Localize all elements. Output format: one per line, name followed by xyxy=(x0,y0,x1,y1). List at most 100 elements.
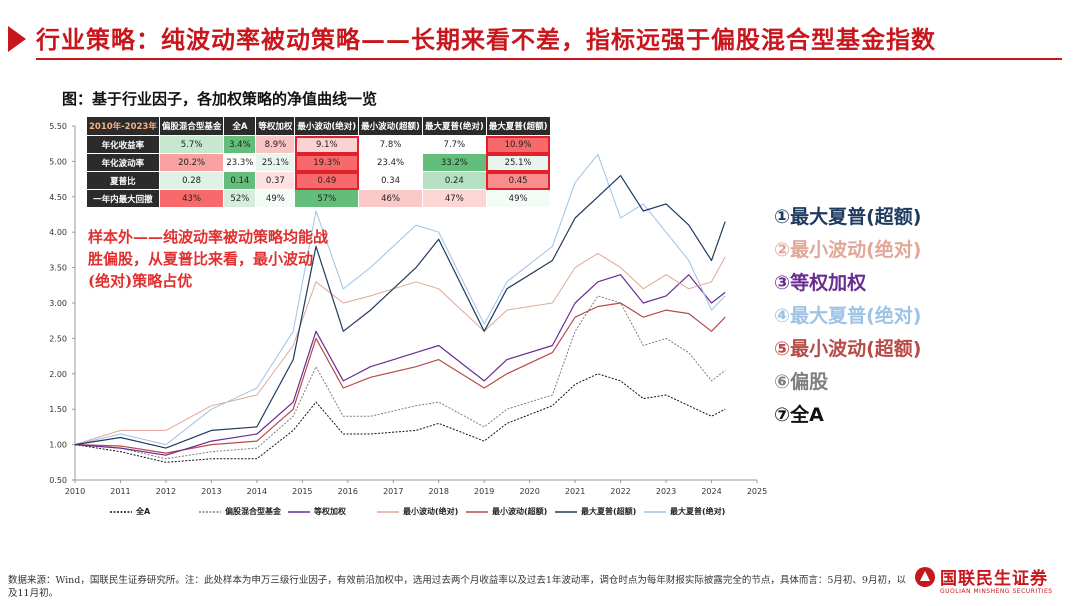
table-row: 夏普比 0.28 0.14 0.37 0.49 0.34 0.24 0.45 xyxy=(86,171,551,190)
nav-chart: 0.50 1.00 1.50 2.00 2.50 3.00 3.50 4.00 4.50 5.00… xyxy=(49,122,767,496)
bottom-legend-label: 最大夏普(绝对) xyxy=(670,507,726,516)
table-cell: 57% xyxy=(294,189,360,208)
x-tick-label: 2015 xyxy=(292,487,312,496)
right-legend: ①最大夏普(超额) ②最小波动(绝对) ③等权加权 ④最大夏普(绝对) ⑤最小波动(超额… xyxy=(774,202,921,433)
table-row: 年化收益率 5.7% 3.4% 8.9% 9.1% 7.8% 7.7% 10.9% xyxy=(86,135,551,154)
legend-swatch-icon xyxy=(555,510,577,513)
y-tick-label: 4.50 xyxy=(49,193,67,202)
page-header: 行业策略：纯波动率被动策略——长期来看不差，指标远强于偏股混合型基金指数 xyxy=(0,0,1080,70)
x-tick-label: 2010 xyxy=(65,487,85,496)
legend-swatch-icon xyxy=(377,510,399,513)
legend-swatch-icon xyxy=(288,510,310,513)
x-tick-label: 2021 xyxy=(565,487,585,496)
legend-swatch-icon xyxy=(199,510,221,513)
series-line-1 xyxy=(74,174,726,449)
y-tick-label: 3.50 xyxy=(49,264,67,273)
table-row: 年化波动率 20.2% 23.3% 25.1% 19.3% 23.4% 33.2% 25.1% xyxy=(86,153,551,172)
bottom-legend-item: 偏股混合型基金 xyxy=(199,506,281,517)
table-cell: 25.1% xyxy=(255,153,296,172)
table-cell: 23.4% xyxy=(358,153,423,172)
series-line-2 xyxy=(74,153,726,446)
table-cell: 19.3% xyxy=(294,153,360,172)
table-cell: 46% xyxy=(358,189,423,208)
x-tick-label: 2020 xyxy=(519,487,539,496)
bottom-legend-label: 全A xyxy=(136,507,151,516)
table-cell: 3.4% xyxy=(223,135,257,154)
table-cell: 0.24 xyxy=(421,171,487,190)
bottom-legend-item: 最小波动(绝对) xyxy=(377,506,458,517)
bottom-legend-item: 等权加权 xyxy=(288,506,346,517)
series-line-3 xyxy=(74,252,726,446)
y-tick-label: 2.50 xyxy=(49,334,67,343)
y-tick-label: 4.00 xyxy=(49,228,67,237)
table-cell: 5.7% xyxy=(158,135,225,154)
footer-note: 数据来源：Wind，国联民生证券研究所。注：此处样本为申万三级行业因子，有效前沿… xyxy=(8,575,906,599)
x-tick-label: 2016 xyxy=(338,487,358,496)
title-divider xyxy=(36,58,1062,60)
bottom-legend-item: 全A xyxy=(110,506,150,517)
legend-swatch-icon xyxy=(644,510,666,513)
table-row-label: 年化收益率 xyxy=(86,135,160,154)
table-cell: 33.2% xyxy=(421,153,487,172)
right-legend-item: ⑦全A xyxy=(774,404,824,426)
series-line-4 xyxy=(74,274,726,456)
x-tick-label: 2012 xyxy=(156,487,176,496)
table-cell: 49% xyxy=(485,189,551,208)
table-column-header: 等权加权 xyxy=(255,116,296,136)
logo-mark-icon xyxy=(915,567,935,587)
table-cell: 47% xyxy=(421,189,487,208)
x-tick-label: 2019 xyxy=(474,487,494,496)
table-cell: 7.7% xyxy=(421,135,487,154)
bottom-legend-item: 最大夏普(超额) xyxy=(555,506,636,517)
y-tick-label: 0.50 xyxy=(49,476,67,485)
legend-swatch-icon xyxy=(466,510,488,513)
y-tick-label: 1.50 xyxy=(49,405,67,414)
table-cell: 43% xyxy=(158,189,225,208)
bottom-legend-label: 等权加权 xyxy=(314,507,346,516)
bottom-legend-item: 最小波动(超额) xyxy=(466,506,547,517)
right-legend-item: ③等权加权 xyxy=(774,272,867,294)
table-column-header: 最大夏普(绝对) xyxy=(421,116,487,136)
table-row-label: 一年内最大回撤 xyxy=(86,189,160,208)
y-tick-label: 5.50 xyxy=(49,122,67,131)
logo-english: GUOLIAN MINSHENG SECURITIES xyxy=(940,588,1053,595)
bottom-legend-item: 最大夏普(绝对) xyxy=(644,506,725,517)
table-cell: 0.37 xyxy=(255,171,296,190)
y-tick-label: 2.00 xyxy=(49,370,67,379)
bottom-legend: 全A 偏股混合型基金 等权加权 最小波动(绝对) 最小波动(超额) 最大夏普(超额) 最大夏… xyxy=(110,506,730,520)
table-cell: 9.1% xyxy=(294,135,360,154)
bottom-legend-label: 最大夏普(超额) xyxy=(581,507,637,516)
table-cell: 0.49 xyxy=(294,171,360,190)
table-column-header: 最大夏普(超额) xyxy=(485,116,551,136)
series-line-6 xyxy=(74,295,726,460)
table-cell: 0.45 xyxy=(485,171,551,190)
figure-caption: 图：基于行业因子，各加权策略的净值曲线一览 xyxy=(62,90,378,108)
x-tick-label: 2025 xyxy=(747,487,767,496)
table-cell: 7.8% xyxy=(358,135,423,154)
series-line-5 xyxy=(74,302,726,454)
y-tick-label: 1.00 xyxy=(49,441,67,450)
table-column-header: 最小波动(绝对) xyxy=(294,116,360,136)
table-row-label: 年化波动率 xyxy=(86,153,160,172)
table-column-header: 全A xyxy=(223,116,257,136)
table-cell: 20.2% xyxy=(158,153,225,172)
table-column-header: 偏股混合型基金 xyxy=(158,116,225,136)
table-cell: 0.14 xyxy=(223,171,257,190)
right-legend-item: ①最大夏普(超额) xyxy=(774,206,922,228)
chart-annotation: 样本外——纯波动率被动策略均能战胜偏股，从夏普比来看，最小波动(绝对)策略占优 xyxy=(88,228,329,290)
logo-name: 国联民生证券 xyxy=(940,569,1048,589)
bottom-legend-label: 最小波动(超额) xyxy=(492,507,548,516)
right-legend-item: ⑤最小波动(超额) xyxy=(774,338,922,360)
table-cell: 10.9% xyxy=(485,135,551,154)
metrics-table: 2010年-2023年 偏股混合型基金 全A 等权加权 最小波动(绝对) 最小波动(超额)… xyxy=(86,116,551,208)
x-tick-label: 2024 xyxy=(701,487,721,496)
table-cell: 0.34 xyxy=(358,171,423,190)
table-cell: 49% xyxy=(255,189,296,208)
title-arrow-icon xyxy=(8,26,26,52)
table-cell: 0.28 xyxy=(158,171,225,190)
table-cell: 52% xyxy=(223,189,257,208)
series-line-7 xyxy=(74,373,726,463)
x-tick-label: 2017 xyxy=(383,487,403,496)
bottom-legend-label: 最小波动(绝对) xyxy=(403,507,459,516)
x-tick-label: 2011 xyxy=(110,487,130,496)
